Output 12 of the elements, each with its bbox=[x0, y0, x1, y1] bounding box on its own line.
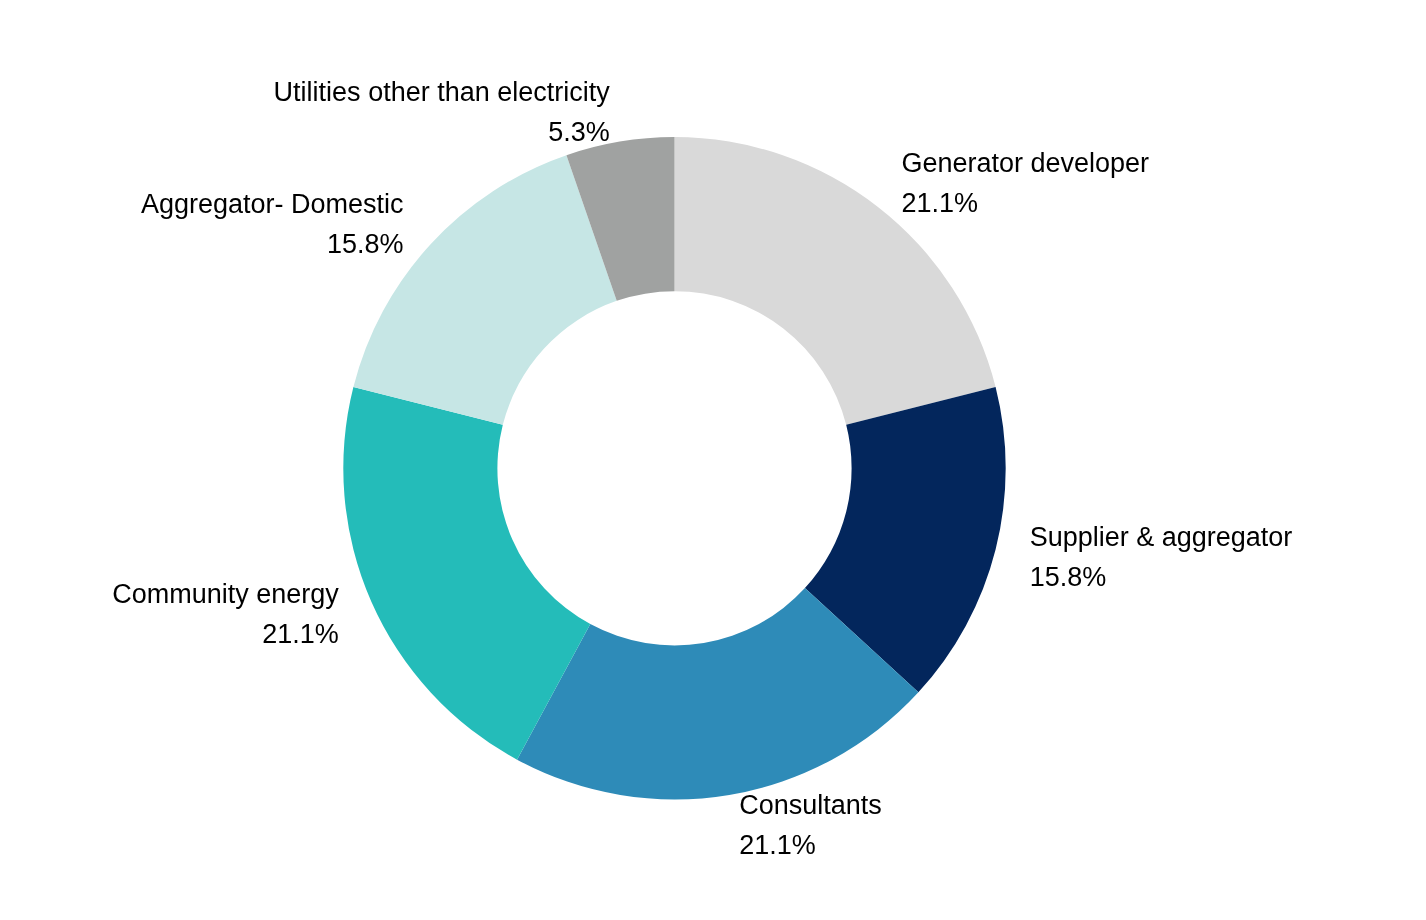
slice-label: Aggregator- Domestic bbox=[140, 188, 404, 219]
data-label: 21.1% bbox=[262, 618, 339, 649]
slice-label: Utilities other than electricity bbox=[273, 77, 611, 108]
slice-label: Community energy bbox=[112, 578, 340, 609]
slice-label: Consultants bbox=[739, 789, 882, 820]
slice-label: Supplier & aggregator bbox=[1029, 521, 1293, 552]
data-label: 21.1% bbox=[739, 829, 816, 860]
data-label: 15.8% bbox=[1029, 561, 1107, 592]
data-label: 15.8% bbox=[326, 228, 404, 259]
slice-label: Generator developer bbox=[901, 148, 1150, 179]
data-label: 21.1% bbox=[901, 188, 978, 219]
data-label: 5.3% bbox=[548, 117, 610, 148]
